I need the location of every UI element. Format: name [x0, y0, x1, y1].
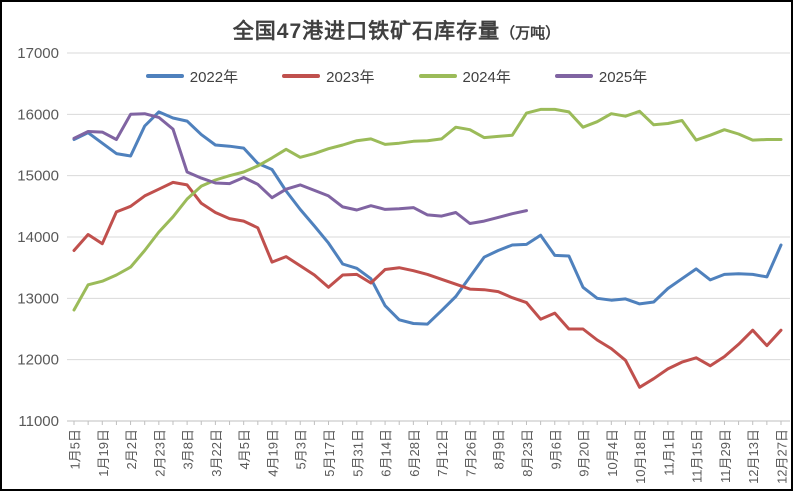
- legend-label: 2022年: [189, 68, 239, 86]
- legend-label: 2024年: [462, 68, 511, 86]
- series-line-2022年: [72, 110, 783, 326]
- x-axis-tick-label: 9月6日: [548, 429, 563, 469]
- x-axis-tick-label: 3月8日: [181, 429, 196, 469]
- chart-title-text: 全国47港进口铁矿石库存量: [232, 20, 501, 43]
- y-axis-tick-label: 14000: [17, 229, 59, 246]
- chart-title-unit: （万吨）: [500, 25, 561, 42]
- x-axis-tick-label: 11月1日: [661, 429, 676, 476]
- x-axis-tick-label: 11月29日: [718, 429, 733, 483]
- x-axis-tick-label: 3月22日: [209, 429, 224, 477]
- legend-label: 2025年: [598, 68, 648, 86]
- x-axis-tick-label: 8月23日: [520, 429, 535, 477]
- series-line-2025年: [72, 112, 528, 225]
- legend-item-2023年: 2023年: [282, 66, 375, 87]
- x-axis-tick-label: 5月3日: [294, 429, 309, 469]
- x-axis-tick-label: 5月31日: [350, 429, 365, 477]
- x-axis-tick-label: 7月26日: [463, 429, 478, 477]
- legend-line-marker: [554, 74, 593, 78]
- x-axis-tick-label: 12月13日: [746, 429, 761, 484]
- x-axis-tick-label: 1月5日: [68, 429, 83, 469]
- x-axis-tick-label: 2月2日: [124, 429, 139, 469]
- x-axis-tick-label: 6月28日: [407, 429, 422, 477]
- x-axis-tick-label: 10月18日: [633, 429, 648, 484]
- x-axis-tick-label: 7月12日: [435, 429, 450, 477]
- x-axis-tick-label: 10月4日: [605, 429, 620, 477]
- x-axis-tick-label: 8月9日: [492, 429, 507, 469]
- chart-title: 全国47港进口铁矿石库存量（万吨）: [2, 15, 791, 45]
- x-axis-tick-label: 1月19日: [96, 429, 111, 477]
- x-axis-tick-label: 12月27日: [775, 429, 790, 484]
- series-line-2024年: [72, 107, 783, 312]
- x-axis-tick-label: 4月5日: [237, 429, 252, 469]
- y-axis-tick-label: 11000: [18, 413, 59, 430]
- x-axis-tick-label: 9月20日: [577, 429, 592, 477]
- chart-legend: 2022年 2023年 2024年 2025年: [2, 66, 791, 86]
- legend-item-2024年: 2024年: [418, 66, 511, 87]
- series-line-2023年: [72, 180, 783, 389]
- x-axis-tick-label: 11月15日: [690, 429, 705, 483]
- x-axis-tick-label: 6月14日: [379, 429, 394, 477]
- y-axis-tick-label: 12000: [17, 352, 59, 369]
- y-axis-tick-label: 15000: [17, 168, 59, 185]
- legend-line-marker: [418, 74, 457, 78]
- y-axis-tick-label: 16000: [17, 106, 59, 123]
- legend-line-marker: [145, 74, 184, 78]
- y-axis-tick-label: 13000: [17, 290, 59, 307]
- legend-line-marker: [282, 74, 321, 78]
- legend-label: 2023年: [326, 68, 375, 86]
- legend-item-2022年: 2022年: [145, 66, 239, 87]
- legend-item-2025年: 2025年: [554, 66, 648, 87]
- x-axis-tick-label: 4月19日: [265, 429, 280, 477]
- x-axis-tick-label: 5月17日: [322, 429, 337, 477]
- x-axis-tick-label: 2月23日: [152, 429, 167, 477]
- y-axis-tick-label: 17000: [17, 45, 59, 62]
